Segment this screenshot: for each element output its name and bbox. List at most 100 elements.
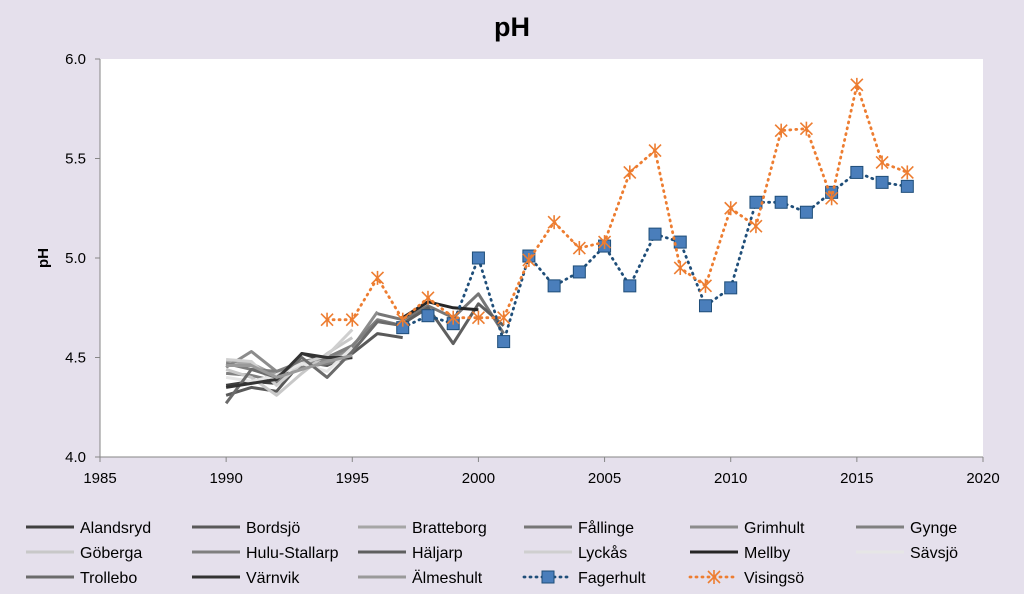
- legend-label: Hulu-Stallarp: [246, 545, 339, 562]
- legend-label: Lyckås: [578, 544, 627, 562]
- x-tick-label: 2010: [714, 470, 747, 487]
- x-tick-label: 1990: [209, 470, 242, 487]
- marker-fagerhult: [497, 335, 511, 349]
- legend-label: Bratteborg: [412, 520, 487, 537]
- marker-fagerhult: [875, 175, 889, 189]
- marker-visingsö: [875, 155, 889, 170]
- legend-label: Sävsjö: [910, 545, 958, 562]
- series-trollebo: [224, 320, 403, 405]
- series-line-fållinge: [377, 292, 505, 335]
- series-line-trollebo: [224, 320, 403, 405]
- legend-item-bratteborg: Bratteborg: [358, 520, 487, 537]
- y-tick-label: 5.5: [65, 151, 86, 168]
- marker-fagerhult: [900, 179, 914, 193]
- series-visingsö: [320, 77, 914, 327]
- marker-visingsö: [471, 310, 485, 325]
- marker-fagerhult: [850, 165, 864, 179]
- legend: Alandsryd Bordsjö Bratteborg Fållinge Grimhu…: [26, 519, 958, 587]
- legend-item-värnvik: Värnvik: [192, 570, 300, 587]
- legend-label: Grimhult: [744, 520, 805, 537]
- y-tick-label: 4.0: [65, 449, 86, 466]
- legend-label: Fållinge: [578, 519, 634, 537]
- legend-item-trollebo: Trollebo: [26, 570, 137, 587]
- legend-item-hulu-stallarp: Hulu-Stallarp: [192, 545, 339, 562]
- y-tick-label: 5.0: [65, 250, 86, 267]
- legend-item-alandsryd: Alandsryd: [26, 520, 151, 537]
- legend-item-mellby: Mellby: [690, 545, 790, 562]
- marker-fagerhult: [623, 279, 637, 293]
- marker-visingsö: [698, 278, 713, 293]
- marker-visingsö: [724, 201, 738, 216]
- marker-fagerhult: [673, 235, 687, 249]
- marker-visingsö: [707, 570, 721, 584]
- marker-visingsö: [547, 215, 561, 230]
- legend-label: Bordsjö: [246, 520, 300, 537]
- x-tick-label: 1995: [336, 470, 369, 487]
- marker-visingsö: [774, 123, 788, 138]
- legend-label: Fagerhult: [578, 570, 646, 587]
- marker-visingsö: [648, 143, 662, 158]
- x-tick-label: 2020: [966, 470, 999, 487]
- marker-visingsö: [850, 77, 864, 92]
- legend-item-älmeshult: Älmeshult: [358, 569, 483, 587]
- legend-item-sävsjö: Sävsjö: [856, 545, 958, 562]
- marker-fagerhult: [547, 279, 561, 293]
- chart-title: pH: [494, 12, 530, 42]
- series-line-häljarp: [401, 302, 505, 346]
- y-axis-label: pH: [35, 248, 52, 268]
- marker-visingsö: [598, 235, 612, 250]
- marker-fagerhult: [421, 309, 435, 323]
- legend-item-fagerhult: Fagerhult: [522, 570, 646, 587]
- marker-visingsö: [370, 270, 385, 285]
- legend-label: Häljarp: [412, 545, 463, 562]
- marker-fagerhult: [648, 227, 662, 241]
- legend-label: Visingsö: [744, 570, 804, 587]
- legend-item-göberga: Göberga: [26, 545, 142, 562]
- legend-label: Alandsryd: [80, 520, 151, 537]
- legend-item-visingsö: Visingsö: [688, 570, 804, 587]
- marker-visingsö: [522, 252, 536, 267]
- marker-visingsö: [497, 310, 511, 325]
- x-tick-label: 2000: [462, 470, 495, 487]
- series-line-värnvik: [225, 352, 353, 389]
- marker-visingsö: [421, 290, 435, 305]
- marker-visingsö: [572, 241, 586, 256]
- marker-visingsö: [446, 310, 460, 325]
- series-line-sävsjö: [225, 346, 354, 383]
- series-värnvik: [225, 352, 353, 389]
- legend-label: Mellby: [744, 545, 790, 562]
- marker-fagerhult: [774, 195, 788, 209]
- series-fållinge: [377, 292, 505, 335]
- legend-label: Gynge: [910, 520, 957, 537]
- legend-item-fållinge: Fållinge: [524, 519, 634, 537]
- marker-visingsö: [320, 312, 334, 327]
- y-tick-label: 4.5: [65, 350, 86, 367]
- series-häljarp: [401, 302, 505, 346]
- legend-label: Trollebo: [80, 570, 137, 587]
- marker-visingsö: [673, 260, 687, 275]
- legend-item-gynge: Gynge: [856, 520, 957, 537]
- marker-visingsö: [900, 165, 914, 180]
- marker-visingsö: [825, 191, 839, 206]
- marker-visingsö: [396, 312, 410, 327]
- marker-fagerhult: [698, 299, 712, 313]
- x-tick-label: 1985: [83, 470, 116, 487]
- plot-area: [100, 59, 983, 457]
- legend-item-lyckås: Lyckås: [524, 544, 627, 562]
- marker-fagerhult: [749, 195, 763, 209]
- series-älmeshult: [226, 354, 353, 379]
- marker-fagerhult: [572, 265, 586, 279]
- x-tick-label: 2005: [588, 470, 621, 487]
- marker-visingsö: [799, 121, 813, 136]
- x-tick-label: 2015: [840, 470, 873, 487]
- marker-fagerhult: [724, 281, 738, 295]
- marker-fagerhult: [799, 205, 813, 219]
- series-sävsjö: [225, 346, 354, 383]
- marker-fagerhult: [541, 570, 555, 584]
- legend-item-bordsjö: Bordsjö: [192, 520, 300, 537]
- legend-label: Värnvik: [246, 570, 300, 587]
- legend-label: Göberga: [80, 545, 142, 562]
- marker-visingsö: [623, 165, 637, 180]
